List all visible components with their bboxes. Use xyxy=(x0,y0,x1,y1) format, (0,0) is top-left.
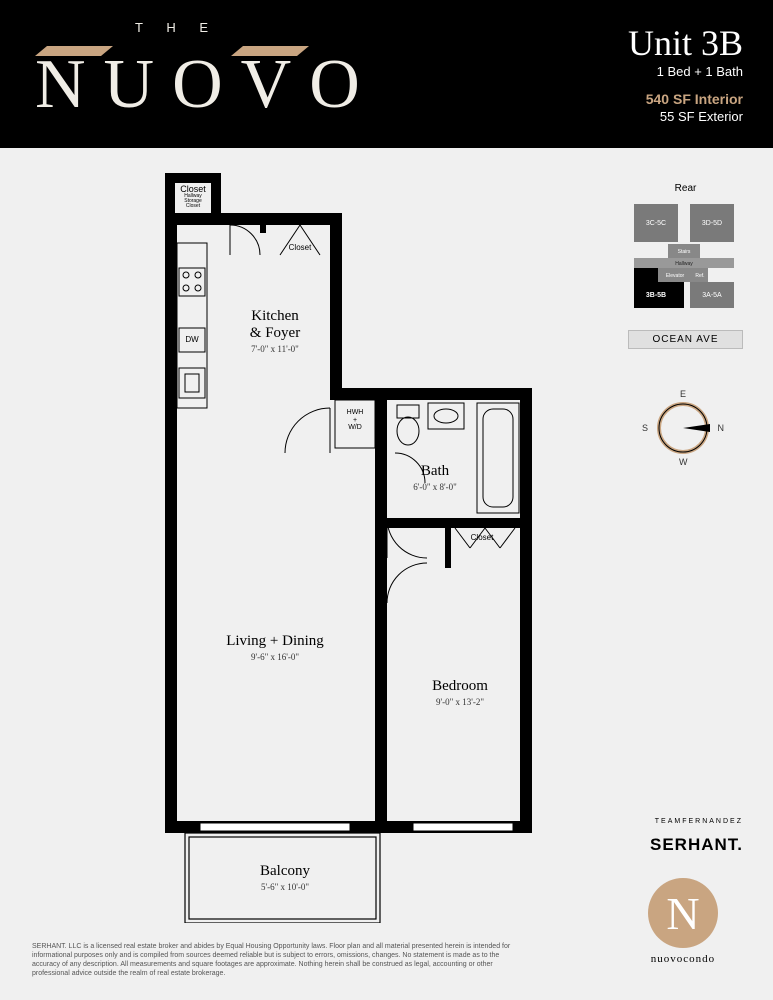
footer-logo-name: nuovocondo xyxy=(633,953,733,965)
unit-sf-interior: 540 SF Interior xyxy=(628,91,743,107)
logo-area: T H E NUOVO xyxy=(35,20,378,125)
main: Closet Hallway Storage Closet Closet Kit… xyxy=(0,148,773,1000)
label-living: Living + Dining 9'-6" x 16'-0" xyxy=(190,633,360,662)
svg-text:3C-5C: 3C-5C xyxy=(646,220,666,227)
label-hwh: HWH + W/D xyxy=(338,409,372,432)
disclaimer: SERHANT. LLC is a licensed real estate b… xyxy=(32,942,522,978)
footer-logo-circle: N xyxy=(648,878,718,948)
floorplan-svg xyxy=(135,173,533,923)
footer-logo-initial: N xyxy=(666,887,699,940)
svg-text:3A-5A: 3A-5A xyxy=(702,292,722,299)
unit-title: Unit 3B xyxy=(628,22,743,64)
unit-beds: 1 Bed + 1 Bath xyxy=(628,64,743,79)
team-name: TEAMFERNANDEZ xyxy=(603,818,743,825)
key-street-label: OCEAN AVE xyxy=(628,330,743,349)
brokerage: TEAMFERNANDEZ SERHANT. xyxy=(603,818,743,855)
svg-text:3D-5D: 3D-5D xyxy=(702,220,722,227)
label-bedroom: Bedroom 9'-0" x 13'-2" xyxy=(410,678,510,707)
label-closet-bed: Closet xyxy=(457,533,507,542)
compass-icon xyxy=(648,393,718,463)
label-closet-kitchen: Closet xyxy=(275,243,325,252)
logo-bars-icon xyxy=(35,44,315,58)
key-plan: Rear 3C-5C 3D-5D Stairs Hallway Elevator… xyxy=(628,183,743,349)
svg-text:Hallway: Hallway xyxy=(675,261,693,267)
label-dw: DW xyxy=(181,335,203,344)
label-balcony: Balcony 5'-6" x 10'-0" xyxy=(230,863,340,892)
header: T H E NUOVO Unit 3B 1 Bed + 1 Bath 540 S… xyxy=(0,0,773,148)
label-kitchen: Kitchen & Foyer 7'-0" x 11'-0" xyxy=(225,308,325,354)
label-closet-top: Closet Hallway Storage Closet xyxy=(175,185,211,209)
svg-text:Ref.: Ref. xyxy=(695,273,704,279)
key-rear-label: Rear xyxy=(628,183,743,194)
compass: E N W S xyxy=(648,393,718,463)
label-bath: Bath 6'-0" x 8'-0" xyxy=(400,463,470,492)
compass-n: N xyxy=(718,423,725,433)
compass-w: W xyxy=(679,457,688,467)
firm-name: SERHANT. xyxy=(603,835,743,855)
key-plan-svg: 3C-5C 3D-5D Stairs Hallway Elevator Ref.… xyxy=(628,200,743,315)
floorplan: Closet Hallway Storage Closet Closet Kit… xyxy=(135,173,533,923)
compass-s: S xyxy=(642,423,648,433)
unit-info: Unit 3B 1 Bed + 1 Bath 540 SF Interior 5… xyxy=(628,22,743,124)
footer-logo: N nuovocondo xyxy=(633,878,733,965)
unit-sf-exterior: 55 SF Exterior xyxy=(628,109,743,124)
logo-the: T H E xyxy=(135,20,378,35)
svg-text:3B-5B: 3B-5B xyxy=(646,292,666,299)
svg-text:Stairs: Stairs xyxy=(678,249,691,255)
svg-text:Elevator: Elevator xyxy=(666,273,685,279)
compass-e: E xyxy=(680,389,686,399)
